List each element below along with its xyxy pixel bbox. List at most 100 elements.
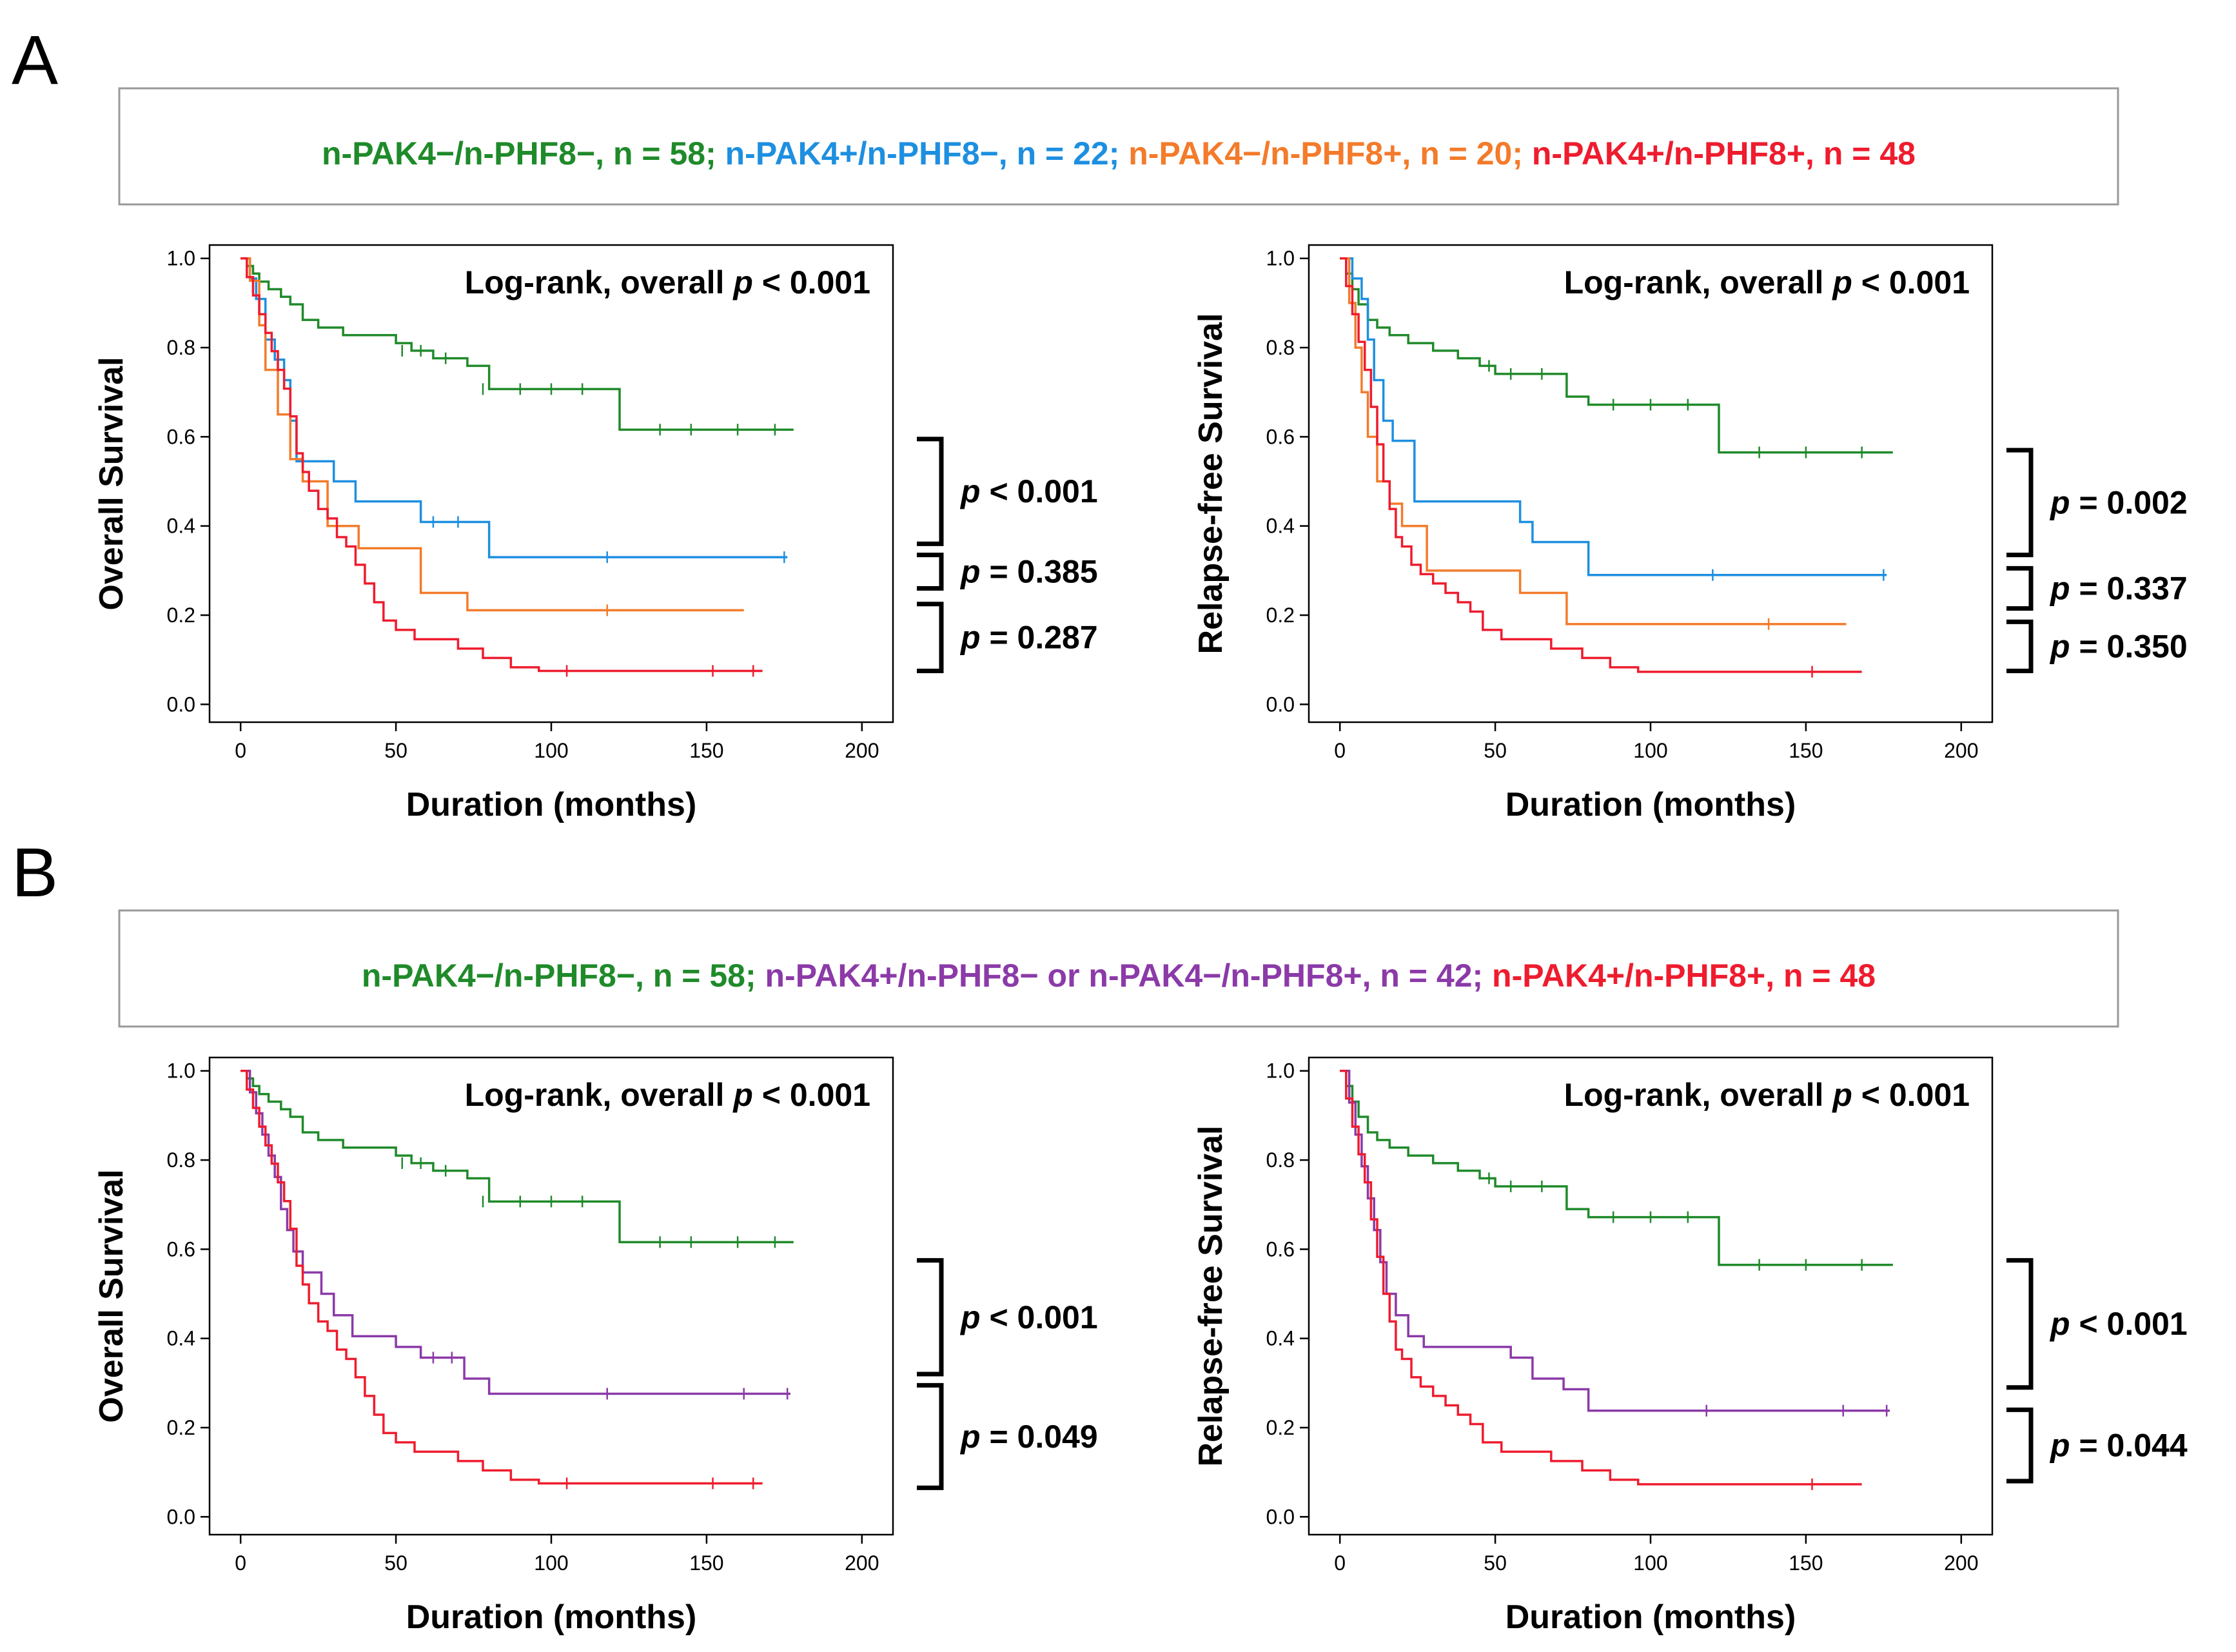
- chart-b1-frame: [208, 1056, 894, 1536]
- chart-a2-bracket-label-0: p = 0.002: [2049, 484, 2188, 520]
- chart-a2-xtick-label-2: 100: [1633, 739, 1667, 762]
- chart-b1-series-2: [240, 1070, 763, 1485]
- chart-a1-ytick-label-0: 0.0: [167, 693, 195, 716]
- chart-a2-bracket-1: [2006, 565, 2034, 611]
- legend-b-group-3: n-PAK4+/n-PHF8+, n = 48: [1492, 958, 1876, 994]
- chart-a1-bracket-label-2: p = 0.287: [959, 620, 1098, 656]
- legend-box-b: [118, 909, 2119, 1028]
- chart-a1-xtick-label-1: 50: [384, 739, 407, 762]
- chart-b2-series-1: [1340, 1070, 1890, 1412]
- chart-b2-logrank-title: Log-rank, overall p < 0.001: [1564, 1077, 1970, 1113]
- chart-b2-ytick-label-2: 0.4: [1266, 1327, 1295, 1350]
- chart-a1-bracket-label-1: p = 0.385: [959, 554, 1098, 590]
- chart-a2-series-3: [1340, 257, 1862, 673]
- chart-b2-ytick-label-5: 1.0: [1266, 1059, 1295, 1083]
- chart-b2-series-2: [1340, 1070, 1862, 1486]
- legend-text-a: n-PAK4−/n-PHF8−, n = 58; n-PAK4+/n-PHF8−…: [322, 135, 1916, 172]
- legend-a-group-4: n-PAK4+/n-PHF8+, n = 48: [1532, 135, 1916, 172]
- chart-a1-xtick-label-0: 0: [235, 739, 246, 762]
- plot-a-overall-survival: 0.0 0.2 0.4 0.6 0.8 1.0 0 50 100 150 200 Duration (…: [93, 244, 1098, 823]
- chart-a2-frame: [1308, 244, 1994, 723]
- chart-a2-series-2: [1340, 257, 1847, 625]
- legend-b-group-1: n-PAK4−/n-PHF8−, n = 58;: [362, 958, 765, 994]
- chart-b2-series-0: [1340, 1070, 1893, 1266]
- chart-a2-series-0: [1340, 257, 1893, 454]
- chart-b1-ytick-label-0: 0.0: [167, 1505, 195, 1528]
- chart-b1-logrank-title: Log-rank, overall p < 0.001: [465, 1077, 870, 1113]
- chart-a1-ytick-label-1: 0.2: [167, 604, 195, 627]
- plot-b-relapse-free-survival: 0.0 0.2 0.4 0.6 0.8 1.0 0 50 100 150 200 Duration (…: [1192, 1056, 2188, 1636]
- chart-b1-ytick-label-3: 0.6: [167, 1237, 195, 1261]
- panel-label-b: B: [12, 833, 58, 911]
- chart-b1-bracket-label-1: p = 0.049: [959, 1419, 1098, 1455]
- panel-label-a: A: [12, 21, 58, 99]
- chart-a1-logrank-title: Log-rank, overall p < 0.001: [465, 264, 870, 300]
- chart-b2-ylabel: Relapse-free Survival: [1192, 1126, 1230, 1467]
- legend-b-group-2: n-PAK4+/n-PHF8− or n-PAK4−/n-PHF8+, n = …: [765, 958, 1493, 994]
- chart-a2-xtick-label-0: 0: [1334, 739, 1346, 762]
- chart-b1-ytick-label-2: 0.4: [167, 1327, 195, 1350]
- chart-b2-xtick-label-1: 50: [1484, 1551, 1507, 1575]
- chart-b1-xlabel: Duration (months): [406, 1598, 697, 1636]
- chart-a2-bracket-label-1: p = 0.337: [2049, 571, 2188, 607]
- chart-a2-ytick-label-2: 0.4: [1266, 515, 1295, 538]
- chart-b1-ytick-label-5: 1.0: [167, 1059, 195, 1083]
- chart-b1-bracket-label-0: p < 0.001: [959, 1299, 1098, 1335]
- chart-a1-ytick-label-4: 0.8: [167, 336, 195, 359]
- chart-a2-logrank-title: Log-rank, overall p < 0.001: [1564, 264, 1970, 300]
- chart-b2-bracket-label-0: p < 0.001: [2049, 1306, 2188, 1342]
- chart-b1-ytick-label-1: 0.2: [167, 1416, 195, 1439]
- legend-text-b: n-PAK4−/n-PHF8−, n = 58; n-PAK4+/n-PHF8−…: [362, 958, 1876, 994]
- legend-box-a: [118, 87, 2119, 206]
- chart-a2-xtick-label-3: 150: [1789, 739, 1823, 762]
- chart-a2-series-1: [1340, 257, 1887, 576]
- legend-a-group-3: n-PAK4−/n-PHF8+, n = 20;: [1128, 135, 1532, 172]
- chart-a1-ylabel: Overall Survival: [93, 357, 130, 610]
- chart-b1-bracket-0: [917, 1258, 944, 1377]
- chart-b1-xtick-label-1: 50: [384, 1551, 407, 1575]
- chart-b2-xtick-label-4: 200: [1944, 1551, 1978, 1575]
- chart-a2-ylabel: Relapse-free Survival: [1192, 313, 1230, 654]
- chart-b1-ytick-label-4: 0.8: [167, 1148, 195, 1172]
- chart-b1-xtick-label-0: 0: [235, 1551, 246, 1575]
- chart-b2-bracket-1: [2006, 1407, 2034, 1484]
- chart-a1-series-1: [240, 257, 788, 558]
- chart-a1-bracket-0: [917, 437, 944, 546]
- chart-a2-bracket-2: [2006, 619, 2034, 673]
- chart-a1-series-0: [240, 257, 794, 431]
- chart-b2-ytick-label-1: 0.2: [1266, 1416, 1295, 1439]
- chart-a2-ytick-label-1: 0.2: [1266, 604, 1295, 627]
- chart-a1-xtick-label-4: 200: [845, 739, 879, 762]
- chart-b2-ytick-label-4: 0.8: [1266, 1148, 1295, 1172]
- chart-a1-frame: [208, 244, 894, 723]
- chart-b2-bracket-label-1: p = 0.044: [2049, 1428, 2188, 1464]
- chart-b1-xtick-label-4: 200: [845, 1551, 879, 1575]
- chart-a1-ytick-label-5: 1.0: [167, 247, 195, 270]
- plot-a-relapse-free-survival: 0.0 0.2 0.4 0.6 0.8 1.0 0 50 100 150 200 Duration (…: [1192, 244, 2188, 823]
- chart-a1-xtick-label-3: 150: [689, 739, 723, 762]
- chart-a1-ytick-label-3: 0.6: [167, 425, 195, 448]
- chart-b1-ylabel: Overall Survival: [93, 1169, 130, 1422]
- chart-a2-ytick-label-3: 0.6: [1266, 425, 1295, 448]
- chart-b2-xtick-label-2: 100: [1633, 1551, 1667, 1575]
- chart-b1-series-1: [240, 1070, 790, 1395]
- chart-a1-ytick-label-2: 0.4: [167, 515, 195, 538]
- legend-a-group-1: n-PAK4−/n-PHF8−, n = 58;: [322, 135, 725, 172]
- chart-b1-xtick-label-2: 100: [534, 1551, 568, 1575]
- chart-a2-ytick-label-5: 1.0: [1266, 247, 1295, 270]
- chart-a1-series-3: [240, 257, 763, 673]
- chart-a2-bracket-0: [2006, 447, 2034, 558]
- chart-b1-bracket-1: [917, 1382, 944, 1490]
- chart-a2-xtick-label-4: 200: [1944, 739, 1978, 762]
- chart-b1-series-0: [240, 1070, 794, 1244]
- chart-a1-bracket-1: [917, 553, 944, 591]
- chart-b2-xtick-label-3: 150: [1789, 1551, 1823, 1575]
- chart-a1-bracket-label-0: p < 0.001: [959, 473, 1098, 509]
- chart-b2-xtick-label-0: 0: [1334, 1551, 1346, 1575]
- plot-b-overall-survival: 0.0 0.2 0.4 0.6 0.8 1.0 0 50 100 150 200 Duration (…: [93, 1056, 1098, 1636]
- chart-b2-bracket-0: [2006, 1258, 2034, 1390]
- chart-a1-xtick-label-2: 100: [534, 739, 568, 762]
- chart-b2-frame: [1308, 1056, 1994, 1536]
- chart-a2-ytick-label-0: 0.0: [1266, 693, 1295, 716]
